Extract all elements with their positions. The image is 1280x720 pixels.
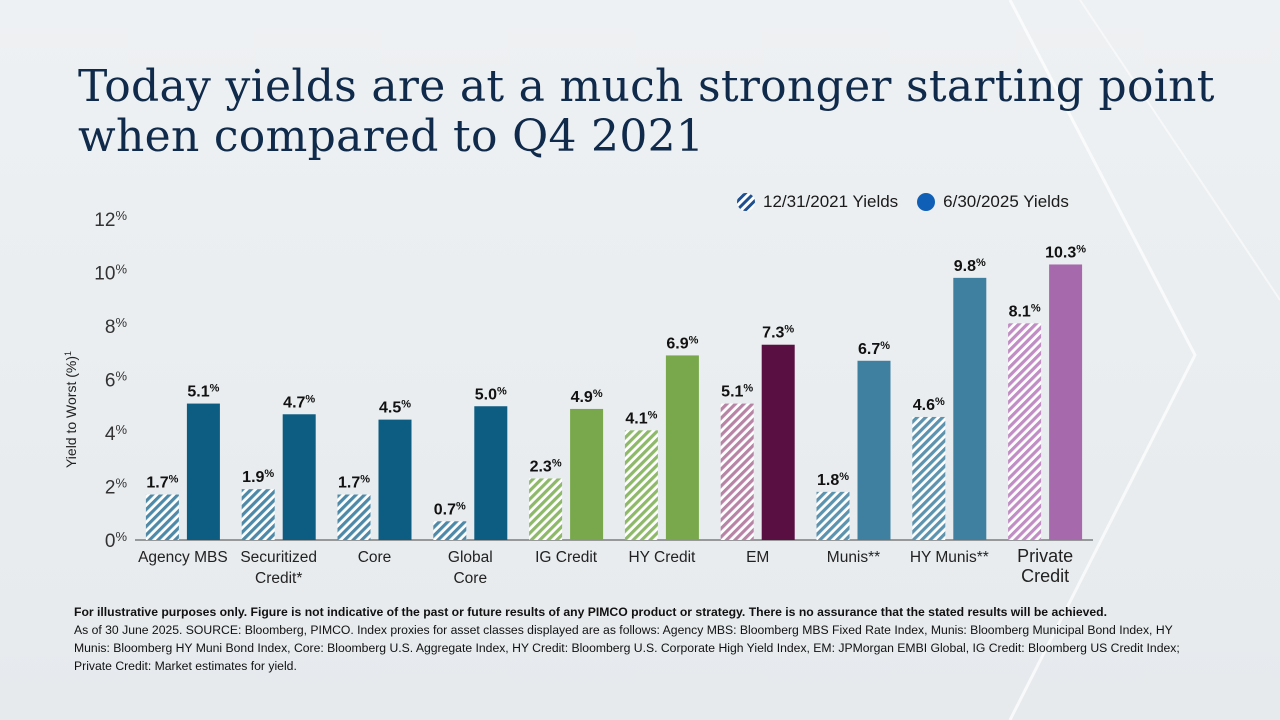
data-label-2021: 5.1% <box>721 383 753 401</box>
bar-2025 <box>665 355 699 540</box>
data-label-2021: 1.7% <box>338 474 370 492</box>
title-line-2: when compared to Q4 2021 <box>78 111 705 162</box>
bar-2025 <box>186 403 220 540</box>
bar-2021 <box>433 521 467 540</box>
y-tick-label: 12% <box>94 208 127 231</box>
bar-2021 <box>816 491 850 540</box>
y-tick-label: 10% <box>94 262 127 285</box>
data-label-2021: 4.6% <box>913 396 945 414</box>
x-tick-label: Core <box>358 549 392 566</box>
bar-2021 <box>145 494 179 540</box>
data-label-2021: 8.1% <box>1009 302 1041 320</box>
bar-2021 <box>1008 323 1042 540</box>
page-title: Today yields are at a much stronger star… <box>78 62 1238 162</box>
x-tick-label: Agency MBS <box>138 549 228 566</box>
data-label-2025: 9.8% <box>954 257 986 275</box>
x-tick-label: HY Credit <box>628 549 696 566</box>
bar-2025 <box>1049 264 1083 540</box>
data-label-2025: 6.9% <box>666 334 698 352</box>
chart-legend: 12/31/2021 Yields 6/30/2025 Yields <box>736 192 1087 212</box>
data-label-2025: 5.1% <box>187 383 219 401</box>
data-label-2025: 4.7% <box>283 393 315 411</box>
bar-2025 <box>282 414 316 540</box>
x-tick-label: IG Credit <box>535 549 598 566</box>
data-label-2025: 4.9% <box>571 388 603 406</box>
data-label-2025: 4.5% <box>379 399 411 417</box>
data-label-2021: 2.3% <box>530 457 562 475</box>
legend-label-2025: 6/30/2025 Yields <box>943 192 1069 211</box>
legend-label-2021: 12/31/2021 Yields <box>763 192 899 211</box>
data-label-2025: 5.0% <box>475 385 507 403</box>
legend-item-2025: 6/30/2025 Yields <box>916 192 1069 212</box>
data-label-2021: 1.7% <box>146 474 178 492</box>
x-tick-label: Private Credit <box>1017 546 1073 586</box>
bar-2021 <box>529 478 563 540</box>
bar-2025 <box>761 344 795 540</box>
bar-chart: Yield to Worst (%)1 0% 2% 4% 6% 8% 10% 12% 1.7% 5… <box>63 208 1093 587</box>
bar-2025 <box>953 277 987 540</box>
x-tick-label: HY Munis** <box>910 549 989 566</box>
bar-2025 <box>378 419 412 540</box>
y-tick-label: 8% <box>105 315 128 338</box>
data-label-2021: 1.9% <box>242 468 274 486</box>
bar-2025 <box>570 408 604 540</box>
bar-2021 <box>337 494 371 540</box>
data-label-2025: 6.7% <box>858 340 890 358</box>
data-label-2025: 7.3% <box>762 324 794 342</box>
x-tick-label: Global Core <box>448 549 493 587</box>
title-line-1: Today yields are at a much stronger star… <box>78 61 1215 112</box>
data-label-2021: 0.7% <box>434 500 466 518</box>
source-text: As of 30 June 2025. SOURCE: Bloomberg, P… <box>74 623 1180 673</box>
x-tick-label: Securitized Credit* <box>240 549 317 587</box>
bar-2021 <box>720 403 754 540</box>
x-tick-label: EM <box>746 549 769 566</box>
bar-2021 <box>624 430 658 540</box>
hatched-swatch-icon <box>737 193 755 211</box>
legend-item-2021: 12/31/2021 Yields <box>736 192 898 212</box>
footnote: For illustrative purposes only. Figure i… <box>74 603 1194 675</box>
bar-2025 <box>474 406 508 540</box>
solid-swatch-icon <box>917 193 936 211</box>
data-label-2021: 4.1% <box>625 409 657 427</box>
bar-2021 <box>912 416 946 540</box>
bar-2025 <box>857 360 891 540</box>
disclaimer-text: For illustrative purposes only. Figure i… <box>74 605 1107 619</box>
y-tick-label: 4% <box>105 422 128 445</box>
data-label-2021: 1.8% <box>817 471 849 489</box>
x-tick-label: Munis** <box>827 549 880 566</box>
y-tick-label: 6% <box>105 369 128 392</box>
y-tick-label: 2% <box>105 476 128 499</box>
bar-2021 <box>241 489 275 540</box>
data-label-2025: 10.3% <box>1045 243 1086 261</box>
y-tick-label: 0% <box>105 529 128 552</box>
y-axis-label: Yield to Worst (%)1 <box>63 351 79 468</box>
